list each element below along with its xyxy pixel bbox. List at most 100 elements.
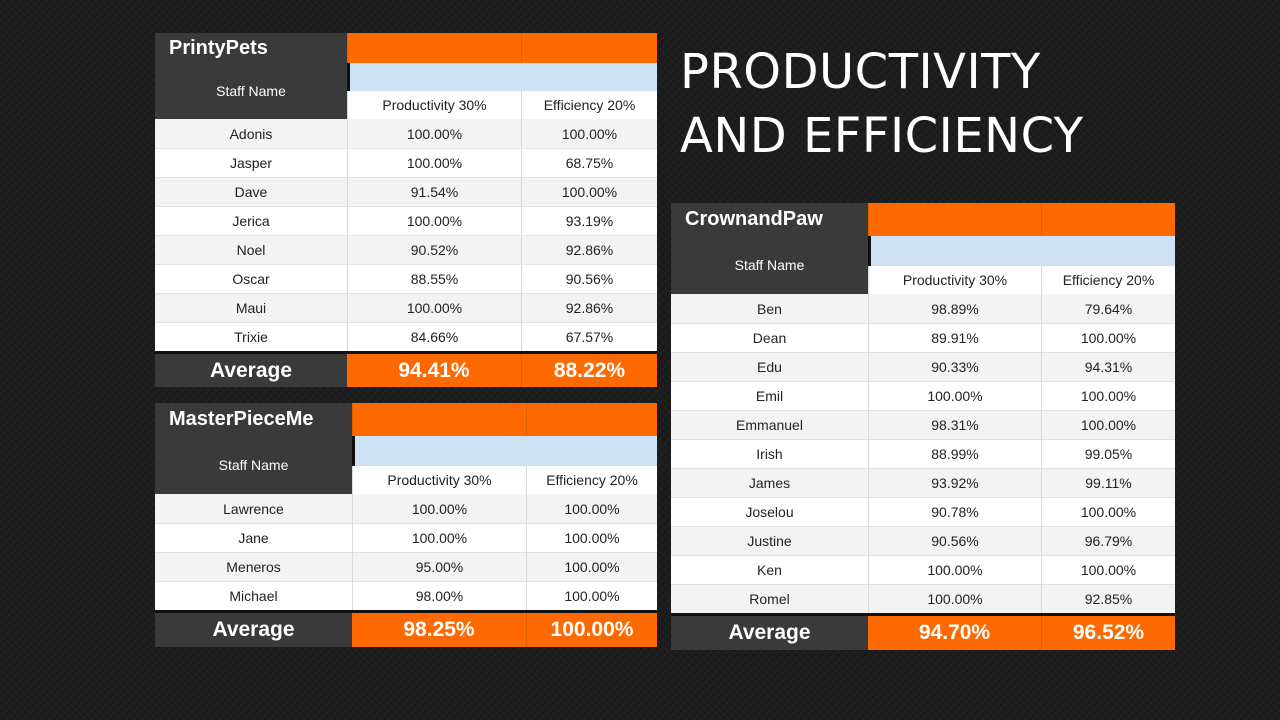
productivity-cell: 88.99%: [868, 439, 1041, 468]
average-productivity: 94.41%: [347, 354, 521, 387]
average-label: Average: [155, 613, 352, 647]
brand-label: PrintyPets: [155, 33, 347, 63]
average-productivity: 94.70%: [868, 616, 1041, 650]
orange-header-cell: [352, 403, 526, 436]
productivity-cell: 89.91%: [868, 323, 1041, 352]
staff-name-cell: Emmanuel: [671, 410, 868, 439]
efficiency-header: Efficiency 20%: [1041, 266, 1175, 294]
efficiency-header: Efficiency 20%: [526, 466, 657, 494]
staff-name-cell: Jasper: [155, 148, 347, 177]
staff-name-cell: Edu: [671, 352, 868, 381]
orange-header-cell: [347, 33, 521, 63]
productivity-cell: 90.78%: [868, 497, 1041, 526]
efficiency-cell: 100.00%: [521, 177, 657, 206]
staff-name-cell: Jerica: [155, 206, 347, 235]
orange-header-cell: [1041, 203, 1175, 236]
average-productivity: 98.25%: [352, 613, 526, 647]
staff-name-cell: Meneros: [155, 552, 352, 581]
staff-name-cell: Ken: [671, 555, 868, 584]
efficiency-cell: 100.00%: [1041, 323, 1175, 352]
productivity-cell: 100.00%: [347, 119, 521, 148]
efficiency-cell: 79.64%: [1041, 294, 1175, 323]
staff-name-cell: Maui: [155, 293, 347, 322]
blue-header-band: [868, 236, 1175, 266]
staff-name-cell: Michael: [155, 581, 352, 610]
staff-name-cell: Jane: [155, 523, 352, 552]
staff-name-cell: Noel: [155, 235, 347, 264]
productivity-cell: 91.54%: [347, 177, 521, 206]
staff-name-cell: Romel: [671, 584, 868, 613]
orange-header-cell: [521, 33, 657, 63]
staff-name-cell: Dave: [155, 177, 347, 206]
productivity-header: Productivity 30%: [347, 91, 521, 119]
productivity-cell: 88.55%: [347, 264, 521, 293]
efficiency-cell: 68.75%: [521, 148, 657, 177]
productivity-cell: 90.52%: [347, 235, 521, 264]
productivity-cell: 100.00%: [352, 523, 526, 552]
efficiency-cell: 100.00%: [1041, 381, 1175, 410]
efficiency-cell: 100.00%: [1041, 497, 1175, 526]
staff-name-cell: Dean: [671, 323, 868, 352]
efficiency-cell: 100.00%: [526, 581, 657, 610]
printypets-table: PrintyPets Staff Name Productivity 30% E…: [155, 33, 657, 387]
staff-name-cell: Joselou: [671, 497, 868, 526]
blue-header-band: [347, 63, 657, 91]
productivity-cell: 100.00%: [868, 555, 1041, 584]
slide-title-line-2: AND EFFICIENCY: [680, 108, 1084, 164]
efficiency-cell: 67.57%: [521, 322, 657, 351]
slide-title: PRODUCTIVITY AND EFFICIENCY: [680, 40, 1240, 168]
efficiency-cell: 90.56%: [521, 264, 657, 293]
productivity-cell: 93.92%: [868, 468, 1041, 497]
productivity-cell: 100.00%: [352, 494, 526, 523]
crownandpaw-table: CrownandPaw Staff Name Productivity 30% …: [671, 203, 1175, 650]
efficiency-cell: 99.11%: [1041, 468, 1175, 497]
efficiency-header: Efficiency 20%: [521, 91, 657, 119]
productivity-cell: 100.00%: [347, 148, 521, 177]
efficiency-cell: 100.00%: [526, 494, 657, 523]
masterpieceme-table: MasterPieceMe Staff Name Productivity 30…: [155, 403, 657, 647]
average-efficiency: 88.22%: [521, 354, 657, 387]
staff-name-header: Staff Name: [155, 436, 352, 494]
staff-name-cell: Irish: [671, 439, 868, 468]
staff-name-cell: Emil: [671, 381, 868, 410]
staff-name-cell: James: [671, 468, 868, 497]
efficiency-cell: 92.86%: [521, 293, 657, 322]
average-divider: [671, 613, 1175, 616]
orange-header-cell: [526, 403, 657, 436]
brand-label: CrownandPaw: [671, 203, 868, 236]
productivity-header: Productivity 30%: [352, 466, 526, 494]
slide-title-line-1: PRODUCTIVITY: [680, 44, 1041, 100]
staff-name-cell: Lawrence: [155, 494, 352, 523]
productivity-cell: 100.00%: [868, 584, 1041, 613]
productivity-cell: 100.00%: [347, 293, 521, 322]
brand-label: MasterPieceMe: [155, 403, 352, 436]
efficiency-cell: 100.00%: [526, 523, 657, 552]
average-efficiency: 96.52%: [1041, 616, 1175, 650]
staff-name-cell: Ben: [671, 294, 868, 323]
productivity-cell: 98.31%: [868, 410, 1041, 439]
efficiency-cell: 92.86%: [521, 235, 657, 264]
productivity-cell: 100.00%: [347, 206, 521, 235]
average-divider: [155, 351, 657, 354]
productivity-cell: 98.89%: [868, 294, 1041, 323]
productivity-cell: 90.33%: [868, 352, 1041, 381]
average-efficiency: 100.00%: [526, 613, 657, 647]
efficiency-cell: 100.00%: [1041, 410, 1175, 439]
productivity-cell: 100.00%: [868, 381, 1041, 410]
efficiency-cell: 99.05%: [1041, 439, 1175, 468]
productivity-cell: 90.56%: [868, 526, 1041, 555]
orange-header-cell: [868, 203, 1041, 236]
staff-name-header: Staff Name: [155, 63, 347, 119]
productivity-cell: 98.00%: [352, 581, 526, 610]
average-label: Average: [671, 616, 868, 650]
efficiency-cell: 100.00%: [526, 552, 657, 581]
efficiency-cell: 93.19%: [521, 206, 657, 235]
blue-header-band: [352, 436, 657, 466]
efficiency-cell: 100.00%: [1041, 555, 1175, 584]
staff-name-cell: Trixie: [155, 322, 347, 351]
efficiency-cell: 92.85%: [1041, 584, 1175, 613]
productivity-header: Productivity 30%: [868, 266, 1041, 294]
staff-name-cell: Adonis: [155, 119, 347, 148]
efficiency-cell: 94.31%: [1041, 352, 1175, 381]
efficiency-cell: 100.00%: [521, 119, 657, 148]
